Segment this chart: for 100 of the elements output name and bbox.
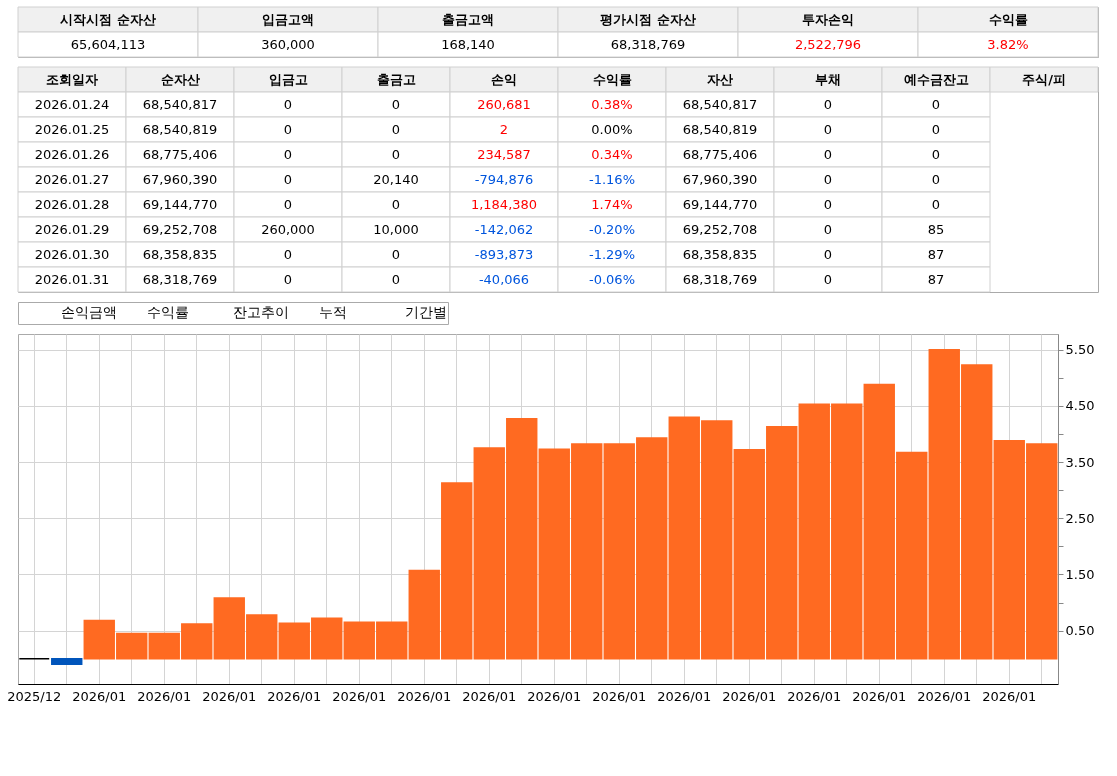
text: 0 bbox=[823, 196, 833, 212]
text: 0 bbox=[931, 196, 941, 212]
y-tick-label: 0.50 bbox=[1065, 623, 1095, 639]
category-label: 2026.01.25 bbox=[34, 121, 110, 137]
x-tick-label: 2026/01 bbox=[917, 688, 972, 704]
x-tick-label: 2026/01 bbox=[722, 688, 777, 704]
text: 0 bbox=[823, 246, 833, 262]
x-tick-label: 2026/01 bbox=[202, 688, 257, 704]
x-tick-label: 2026/01 bbox=[332, 688, 387, 704]
text: 68,775,406 bbox=[682, 146, 758, 162]
text: 2,522,796 bbox=[794, 36, 862, 52]
text: 68,318,769 bbox=[142, 271, 218, 287]
text: 0 bbox=[391, 96, 401, 112]
text: 20,140 bbox=[373, 171, 419, 187]
x-tick-label: 2025/12 bbox=[7, 688, 62, 704]
text: 68,775,406 bbox=[142, 146, 218, 162]
text: 0 bbox=[823, 146, 833, 162]
text: 0 bbox=[823, 221, 833, 237]
category-label: 출금고액 bbox=[442, 11, 494, 27]
category-label: 순자산 bbox=[160, 71, 200, 87]
x-tick-label: 2026/01 bbox=[397, 688, 452, 704]
text: -1.29% bbox=[589, 246, 635, 262]
text: 68,318,769 bbox=[610, 36, 686, 52]
text: 87 bbox=[927, 246, 945, 262]
x-tick-label: 2026/01 bbox=[72, 688, 127, 704]
text: 85 bbox=[927, 221, 945, 237]
x-tick-label: 2026/01 bbox=[462, 688, 517, 704]
text: -142,062 bbox=[474, 221, 534, 237]
category-label: 2026.01.31 bbox=[34, 271, 110, 287]
x-tick-label: 2026/01 bbox=[527, 688, 582, 704]
text: 360,000 bbox=[261, 36, 315, 52]
text: 0 bbox=[931, 121, 941, 137]
x-tick-label: 2026/01 bbox=[592, 688, 647, 704]
text: 0 bbox=[283, 246, 293, 262]
text: 68,540,819 bbox=[142, 121, 218, 137]
text: -893,873 bbox=[474, 246, 534, 262]
text: 0 bbox=[391, 246, 401, 262]
category-label: 시작시점 순자산 bbox=[60, 11, 156, 27]
y-tick-label: 2.50 bbox=[1065, 510, 1095, 526]
text: 0 bbox=[391, 121, 401, 137]
text: 수익률 bbox=[147, 304, 189, 320]
text: 69,144,770 bbox=[682, 196, 758, 212]
category-label: 손익 bbox=[491, 71, 517, 87]
text: 0 bbox=[931, 96, 941, 112]
category-label: 출금고 bbox=[376, 71, 416, 87]
text: 0 bbox=[283, 96, 293, 112]
bar bbox=[51, 657, 83, 666]
y-tick-label: 5.50 bbox=[1065, 342, 1095, 358]
text: 69,252,708 bbox=[682, 221, 758, 237]
text: 손익금액 bbox=[61, 304, 117, 320]
text: 69,252,708 bbox=[142, 221, 218, 237]
text: 168,140 bbox=[441, 36, 495, 52]
text: 0 bbox=[283, 171, 293, 187]
x-tick-label: 2026/01 bbox=[787, 688, 842, 704]
category-label: 투자손익 bbox=[802, 11, 854, 27]
text: -40,066 bbox=[478, 271, 530, 287]
category-label: 평가시점 순자산 bbox=[600, 11, 696, 27]
text: 0.00% bbox=[591, 121, 633, 137]
text: -0.20% bbox=[589, 221, 635, 237]
text: 0 bbox=[283, 271, 293, 287]
text: 0.34% bbox=[591, 146, 633, 162]
text: 0.38% bbox=[591, 96, 633, 112]
category-label: 입금고액 bbox=[262, 11, 314, 27]
text: 67,960,390 bbox=[142, 171, 218, 187]
text: 0 bbox=[283, 146, 293, 162]
y-tick-label: 4.50 bbox=[1065, 398, 1095, 414]
text: 0 bbox=[931, 146, 941, 162]
text: 234,587 bbox=[477, 146, 531, 162]
text: 260,000 bbox=[261, 221, 315, 237]
x-tick-label: 2026/01 bbox=[137, 688, 192, 704]
text: 0 bbox=[283, 121, 293, 137]
text: 68,540,817 bbox=[682, 96, 758, 112]
text: 0 bbox=[823, 171, 833, 187]
x-tick-label: 2026/01 bbox=[982, 688, 1037, 704]
x-tick-label: 2026/01 bbox=[852, 688, 907, 704]
text: 기간별 bbox=[405, 304, 447, 320]
text: 69,144,770 bbox=[142, 196, 218, 212]
category-label: 2026.01.24 bbox=[34, 96, 110, 112]
text: 68,358,835 bbox=[142, 246, 218, 262]
text: 87 bbox=[927, 271, 945, 287]
text: 0 bbox=[823, 121, 833, 137]
text: 0 bbox=[391, 146, 401, 162]
text: 68,318,769 bbox=[682, 271, 758, 287]
text: 잔고추이 bbox=[233, 304, 289, 320]
text: 65,604,113 bbox=[70, 36, 146, 52]
text: 0 bbox=[391, 196, 401, 212]
text: -794,876 bbox=[474, 171, 534, 187]
text: 2 bbox=[499, 121, 509, 137]
category-label: 주식/피 bbox=[1022, 71, 1066, 87]
text: 1.74% bbox=[591, 196, 633, 212]
text: 0 bbox=[391, 271, 401, 287]
x-tick-label: 2026/01 bbox=[657, 688, 712, 704]
text: 3.82% bbox=[987, 36, 1029, 52]
text: 0 bbox=[931, 171, 941, 187]
text: 0 bbox=[283, 196, 293, 212]
text: 260,681 bbox=[477, 96, 531, 112]
text: 0 bbox=[823, 271, 833, 287]
text: -0.06% bbox=[589, 271, 635, 287]
category-label: 수익률 bbox=[592, 71, 632, 87]
category-label: 예수금잔고 bbox=[903, 71, 969, 87]
